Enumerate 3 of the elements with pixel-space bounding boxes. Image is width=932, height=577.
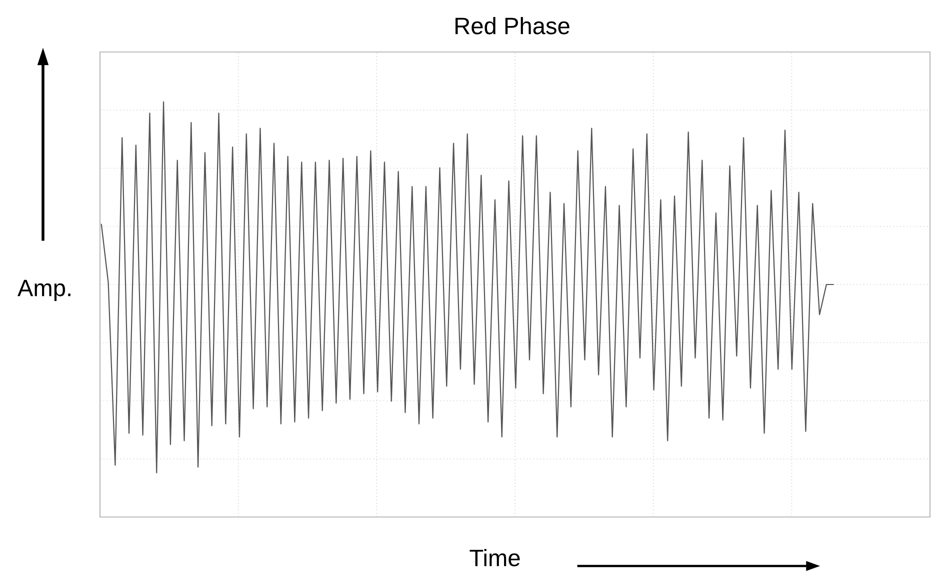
x-axis-title: Time — [470, 548, 520, 566]
y-axis-title: Amp. — [17, 280, 70, 302]
chart-title: Red Phase — [456, 16, 570, 34]
